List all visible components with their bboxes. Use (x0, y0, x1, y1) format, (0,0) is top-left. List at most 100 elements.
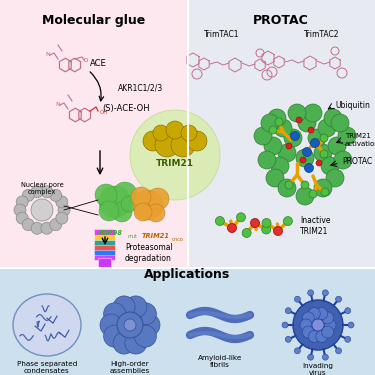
Circle shape (113, 296, 135, 318)
Circle shape (322, 326, 334, 338)
Circle shape (348, 322, 354, 328)
Circle shape (181, 125, 197, 141)
Circle shape (303, 147, 312, 156)
FancyBboxPatch shape (94, 240, 116, 246)
Circle shape (285, 336, 291, 342)
FancyBboxPatch shape (0, 268, 375, 375)
Circle shape (41, 222, 53, 234)
Circle shape (95, 184, 117, 206)
Circle shape (237, 213, 246, 222)
Circle shape (320, 150, 328, 158)
Text: NUP98: NUP98 (98, 230, 123, 236)
Circle shape (31, 199, 53, 221)
Circle shape (278, 144, 296, 162)
Circle shape (215, 216, 224, 225)
Circle shape (134, 203, 152, 221)
Text: Ubiquitin: Ubiquitin (335, 102, 370, 111)
Text: TRIM21
activation: TRIM21 activation (345, 134, 375, 147)
Circle shape (294, 296, 300, 302)
Circle shape (316, 160, 322, 166)
FancyBboxPatch shape (94, 234, 116, 240)
Circle shape (320, 134, 328, 142)
Circle shape (99, 201, 119, 221)
Circle shape (104, 325, 126, 347)
Circle shape (133, 190, 163, 220)
Circle shape (334, 151, 352, 169)
Circle shape (264, 137, 282, 155)
Text: Invading
virus: Invading virus (303, 363, 333, 375)
Text: TrimTAC1: TrimTAC1 (204, 30, 240, 39)
Circle shape (309, 190, 317, 198)
Circle shape (131, 187, 151, 207)
Circle shape (50, 189, 62, 201)
Circle shape (266, 169, 284, 187)
Circle shape (314, 144, 332, 162)
Circle shape (338, 127, 356, 145)
Circle shape (268, 109, 286, 127)
Circle shape (301, 181, 309, 189)
Circle shape (187, 131, 207, 151)
Circle shape (113, 182, 137, 206)
Circle shape (56, 196, 68, 208)
Circle shape (22, 189, 34, 201)
Circle shape (104, 303, 126, 325)
Circle shape (58, 204, 70, 216)
Circle shape (278, 179, 296, 197)
Circle shape (147, 204, 165, 222)
Circle shape (304, 104, 322, 122)
Circle shape (308, 354, 314, 360)
Text: Molecular glue: Molecular glue (42, 14, 146, 27)
Circle shape (271, 157, 289, 175)
Circle shape (261, 114, 279, 132)
Text: PROTAC: PROTAC (253, 14, 309, 27)
Circle shape (345, 336, 351, 342)
Circle shape (171, 133, 195, 157)
Text: mut: mut (128, 234, 138, 239)
Text: OH: OH (100, 111, 108, 116)
Circle shape (166, 121, 184, 139)
Circle shape (134, 303, 156, 325)
Circle shape (228, 224, 237, 232)
Circle shape (300, 319, 312, 331)
FancyBboxPatch shape (99, 258, 111, 268)
Circle shape (31, 186, 43, 198)
Circle shape (112, 202, 132, 222)
Circle shape (99, 186, 131, 218)
Text: Inactive
TRIM21: Inactive TRIM21 (300, 216, 330, 236)
Circle shape (31, 222, 43, 234)
Circle shape (326, 169, 344, 187)
Circle shape (302, 326, 314, 338)
FancyBboxPatch shape (94, 244, 116, 250)
Circle shape (258, 151, 276, 169)
Circle shape (336, 296, 342, 302)
Circle shape (138, 314, 160, 336)
Circle shape (322, 354, 328, 360)
FancyBboxPatch shape (0, 0, 188, 268)
Circle shape (314, 179, 332, 197)
Circle shape (324, 109, 342, 127)
Circle shape (285, 181, 293, 189)
Circle shape (310, 138, 320, 147)
Circle shape (312, 319, 324, 331)
Circle shape (284, 129, 302, 147)
Circle shape (22, 219, 34, 231)
Circle shape (288, 104, 306, 122)
Circle shape (254, 127, 272, 145)
Circle shape (153, 125, 169, 141)
Circle shape (300, 157, 306, 163)
Text: PROTAC: PROTAC (342, 158, 372, 166)
Circle shape (316, 330, 328, 342)
Text: TRIM21: TRIM21 (142, 233, 170, 239)
Circle shape (296, 187, 314, 205)
Circle shape (262, 219, 271, 228)
Text: AKR1C1/2/3: AKR1C1/2/3 (118, 84, 163, 93)
Circle shape (308, 290, 314, 296)
Circle shape (298, 114, 316, 132)
FancyBboxPatch shape (188, 0, 375, 268)
FancyBboxPatch shape (94, 230, 116, 236)
Circle shape (328, 137, 346, 155)
Circle shape (284, 217, 292, 226)
Ellipse shape (13, 294, 81, 356)
Circle shape (336, 348, 342, 354)
Circle shape (16, 212, 28, 224)
